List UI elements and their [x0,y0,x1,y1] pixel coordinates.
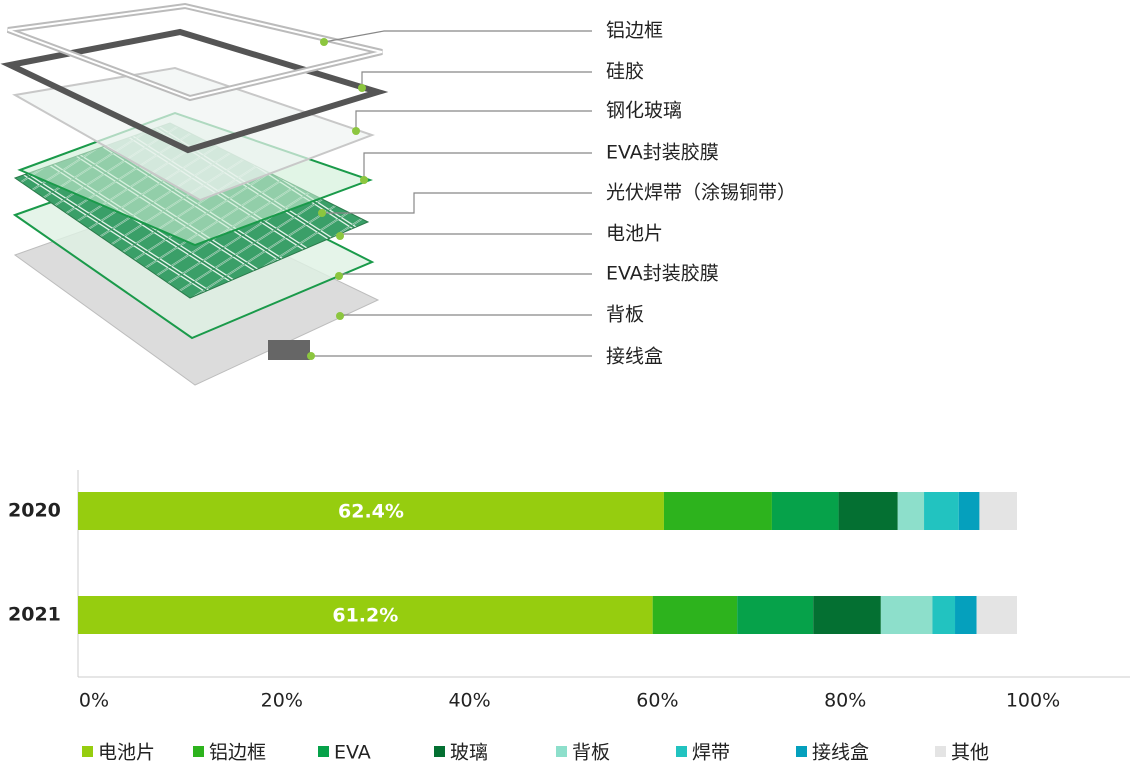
bar-segment [737,596,814,634]
category-label: 2021 [8,604,61,626]
data-label: 61.2% [332,605,398,627]
data-label: 62.4% [338,501,404,523]
bar-segment [924,492,959,530]
bar-segment [897,492,925,530]
legend-label: 背板 [572,742,610,764]
x-tick-label: 60% [636,690,678,712]
layer-label: EVA封装胶膜 [606,142,719,164]
leader-dots [307,38,368,360]
bar-segment [78,596,653,634]
x-tick-label: 100% [1006,690,1060,712]
bar-segment [932,596,956,634]
category-label: 2020 [8,500,61,522]
legend-swatch [556,746,567,757]
bar-segment [78,492,664,530]
x-tick-label: 0% [79,690,109,712]
legend-label: 其他 [951,742,989,764]
bar-segment [958,492,980,530]
bar-segment [955,596,977,634]
bar-segment [838,492,898,530]
legend-label: EVA [334,742,371,764]
bar-segment [813,596,881,634]
legend-swatch [796,746,807,757]
legend-label: 玻璃 [450,742,488,764]
bar-segment [663,492,772,530]
legend-label: 接线盒 [812,742,869,764]
leader-lines [311,30,592,357]
layer-label: 接线盒 [606,346,663,368]
layer-label: 钢化玻璃 [606,100,682,122]
legend-swatch [82,746,93,757]
layer-label: 铝边框 [606,20,663,42]
bar-segment [979,492,1017,530]
legend-swatch [676,746,687,757]
legend-swatch [193,746,204,757]
x-tick-label: 40% [448,690,490,712]
bar-segment [880,596,933,634]
panel-drawing [0,2,389,386]
x-tick-label: 80% [824,690,866,712]
bar-segment [771,492,839,530]
layer-label: EVA封装胶膜 [606,263,719,285]
bar-segment [652,596,738,634]
layer-label: 电池片 [606,223,663,245]
layer-label: 光伏焊带（涂锡铜带） [606,182,796,204]
legend-label: 电池片 [98,742,155,764]
legend-swatch [935,746,946,757]
legend-label: 焊带 [692,742,730,764]
legend-label: 铝边框 [209,742,266,764]
junction-box [268,340,310,360]
layer-label: 硅胶 [606,61,644,83]
legend-swatch [318,746,329,757]
x-tick-label: 20% [261,690,303,712]
layer-label: 背板 [606,304,644,326]
bar-segment [976,596,1017,634]
legend-swatch [434,746,445,757]
